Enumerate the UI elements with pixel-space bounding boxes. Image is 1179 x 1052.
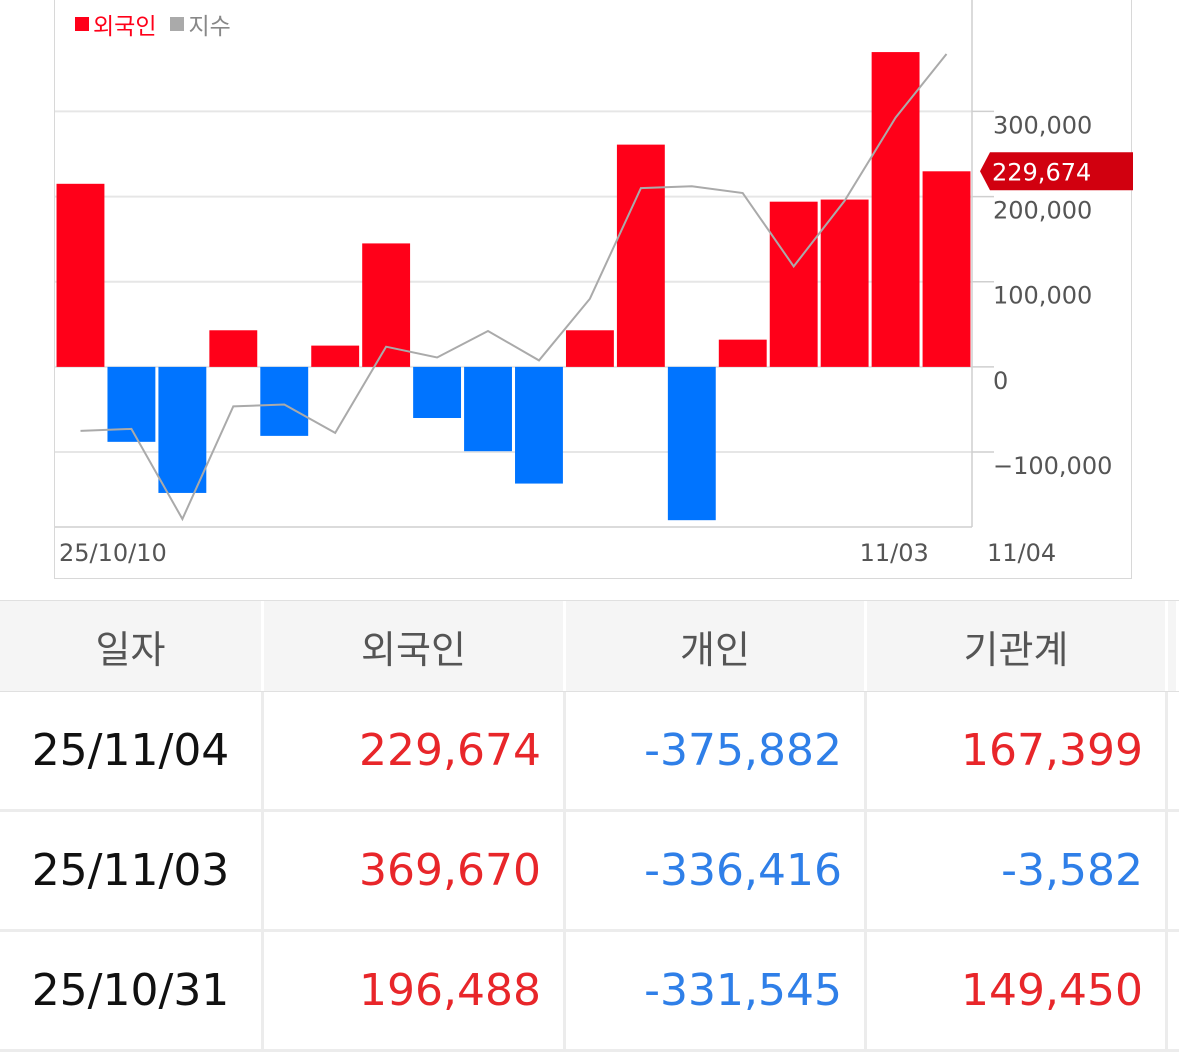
row-foreign-value: 196,488 (264, 932, 566, 1049)
row-institution-value: 149,450 (867, 932, 1168, 1049)
current-value-label: 229,674 (992, 158, 1091, 186)
legend-foreign-swatch (75, 17, 89, 31)
bar (158, 366, 207, 493)
legend-index-label: 지수 (188, 14, 231, 40)
index-line (80, 53, 948, 522)
row-overflow (1168, 812, 1179, 929)
y-tick-label: −100,000 (993, 452, 1112, 480)
bar (718, 339, 767, 367)
bar (311, 345, 360, 367)
bar (260, 366, 309, 436)
row-institution-value: 167,399 (867, 692, 1168, 809)
y-tick-label: 0 (993, 367, 1008, 395)
row-foreign-value: 369,670 (264, 812, 566, 929)
bar (464, 366, 512, 452)
header-foreign[interactable]: 외국인 (264, 601, 566, 691)
row-institution-value: -3,582 (867, 812, 1168, 929)
row-date: 25/10/31 (0, 932, 264, 1049)
header-individual[interactable]: 개인 (566, 601, 867, 691)
bar (871, 52, 920, 367)
header-date[interactable]: 일자 (0, 601, 264, 691)
row-date: 25/11/03 (0, 812, 264, 929)
bar (820, 199, 869, 367)
bar (769, 201, 818, 367)
legend-index-swatch (170, 17, 185, 31)
row-individual-value: -336,416 (566, 812, 867, 929)
legend-foreign-label: 외국인 (93, 14, 157, 40)
table-header-row: 일자 외국인 개인 기관계 (0, 600, 1179, 692)
table-row[interactable]: 25/11/04 229,674 -375,882 167,399 (0, 692, 1179, 812)
investor-table: 일자 외국인 개인 기관계 25/11/04 229,674 -375,882 … (0, 600, 1179, 1052)
legend-foreign: 외국인 (75, 7, 156, 41)
table-row[interactable]: 25/10/31 196,488 -331,545 149,450 (0, 932, 1179, 1052)
header-institution[interactable]: 기관계 (867, 601, 1168, 691)
bar (616, 144, 665, 367)
bar (667, 366, 716, 521)
row-foreign-value: 229,674 (264, 692, 566, 809)
x-tick-label: 11/04 (987, 539, 1056, 567)
row-individual-value: -331,545 (566, 932, 867, 1049)
legend-index: 지수 (170, 7, 231, 41)
row-individual-value: -375,882 (566, 692, 867, 809)
y-tick-label: 200,000 (993, 197, 1092, 225)
chart-canvas: 300,000 200,000 100,000 0 −100,000 25/10/10 11… (55, 0, 1133, 567)
bar (922, 171, 971, 367)
current-value-tag (980, 152, 1133, 191)
bar (565, 330, 614, 367)
row-overflow (1168, 932, 1179, 1049)
row-date: 25/11/04 (0, 692, 264, 809)
x-tick-label: 25/10/10 (59, 539, 167, 567)
bar (56, 183, 105, 367)
row-overflow (1168, 692, 1179, 809)
bar (209, 330, 258, 367)
y-tick-label: 100,000 (993, 282, 1092, 310)
x-tick-label: 11/03 (860, 539, 929, 567)
bar (515, 366, 563, 484)
bar (413, 366, 462, 418)
header-overflow (1168, 601, 1179, 691)
table-row[interactable]: 25/11/03 369,670 -336,416 -3,582 (0, 812, 1179, 932)
investor-chart: 300,000 200,000 100,000 0 −100,000 25/10/10 11… (54, 0, 1133, 579)
chart-legend: 외국인 지수 (75, 7, 241, 41)
y-tick-label: 300,000 (993, 111, 1092, 139)
